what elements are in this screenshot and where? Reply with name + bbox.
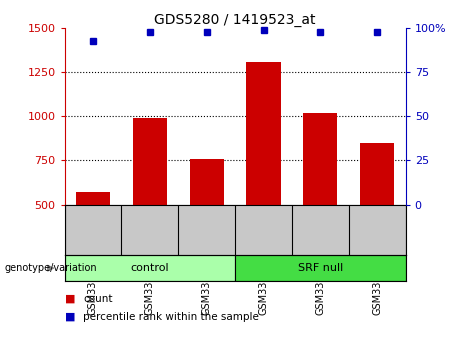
Bar [360, 143, 394, 205]
Title: GDS5280 / 1419523_at: GDS5280 / 1419523_at [154, 13, 316, 27]
Bar [247, 62, 281, 205]
Text: genotype/variation: genotype/variation [5, 263, 97, 273]
Text: count: count [83, 294, 112, 304]
Bar [65, 255, 235, 281]
Text: control: control [130, 263, 169, 273]
Text: ■: ■ [65, 312, 75, 322]
Bar [76, 192, 110, 205]
Text: percentile rank within the sample: percentile rank within the sample [83, 312, 259, 322]
Text: SRF null: SRF null [298, 263, 343, 273]
Text: ■: ■ [65, 294, 75, 304]
Bar [235, 255, 406, 281]
Bar [189, 159, 224, 205]
Bar [303, 113, 337, 205]
Bar [133, 118, 167, 205]
